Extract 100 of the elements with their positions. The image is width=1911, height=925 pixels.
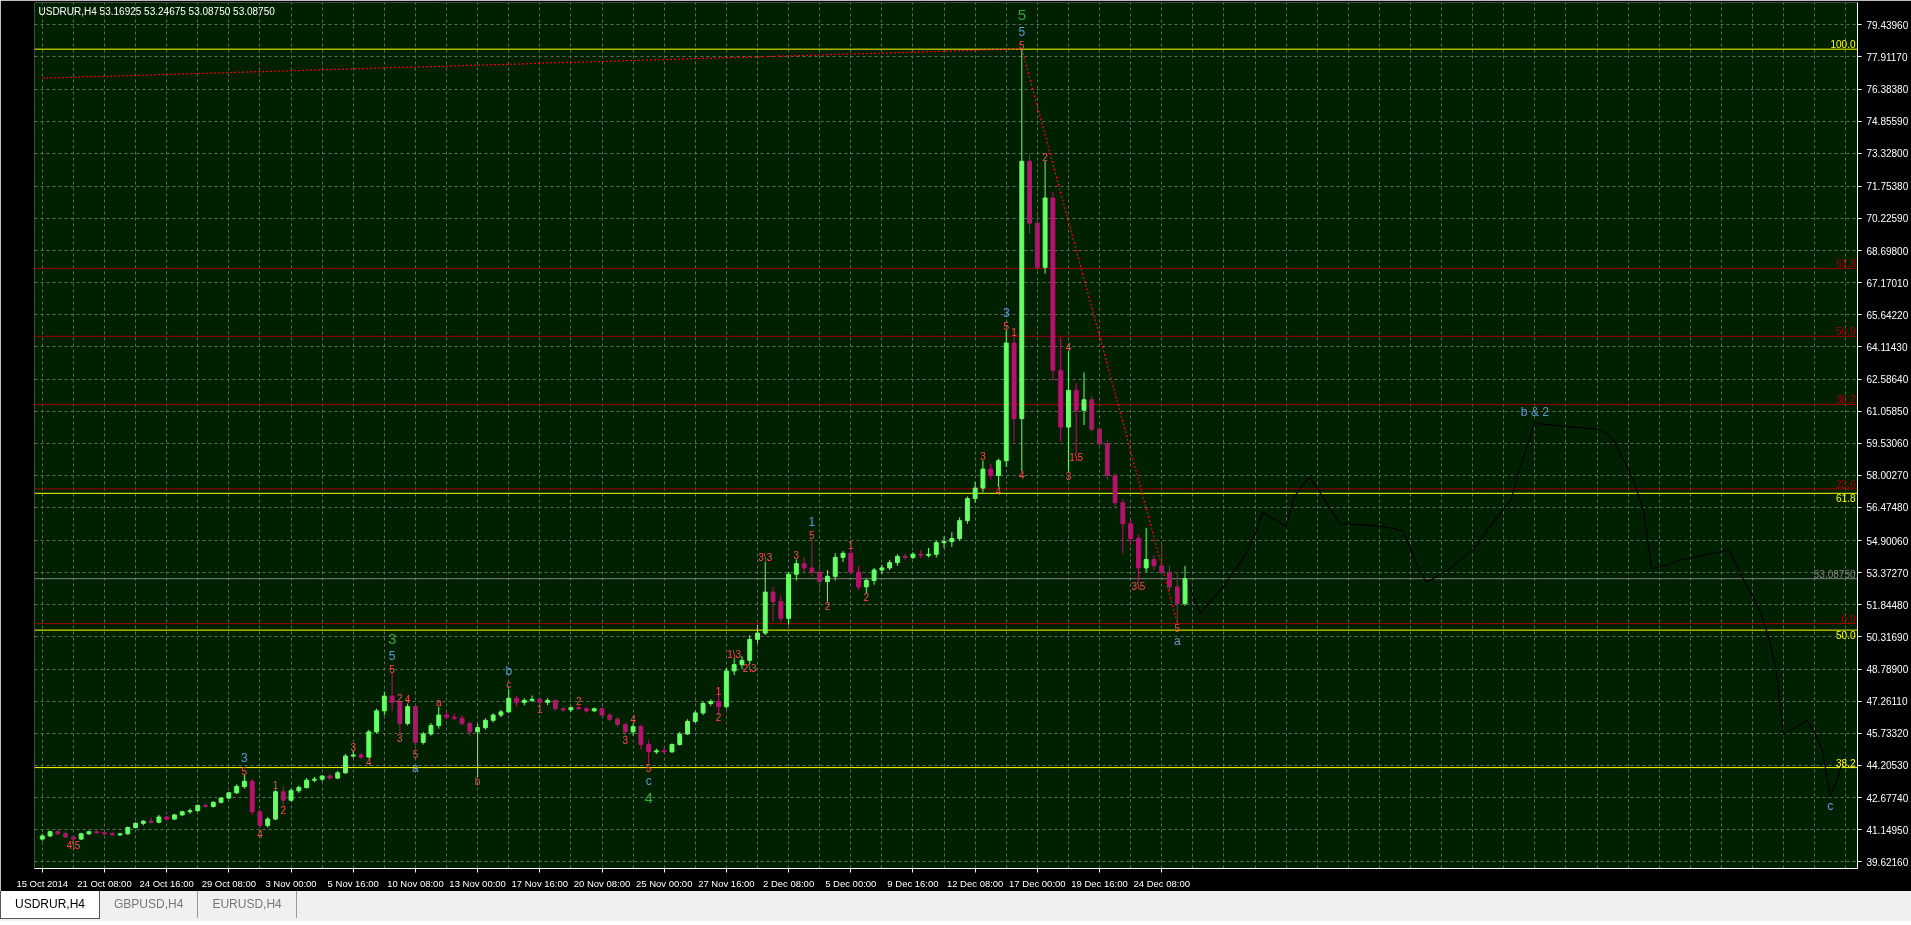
annotation: 3 [793, 550, 800, 562]
x-tick-label: 10 Nov 08:00 [387, 877, 444, 889]
x-tick-label: 27 Nov 16:00 [698, 877, 755, 889]
y-tick-label: 61.05850 [1866, 406, 1909, 418]
y-tick-label: 47.26110 [1866, 696, 1908, 708]
x-tick-label: 25 Nov 00:00 [635, 877, 693, 889]
annotation: 61.8 [1836, 258, 1856, 270]
annotation: 2 [824, 600, 831, 612]
annotation: 38.2 [1836, 394, 1856, 406]
x-tick-label: 24 Oct 16:00 [139, 877, 194, 889]
y-tick-label: 42.67740 [1866, 792, 1909, 804]
y-tick-label: 70.22590 [1866, 213, 1909, 225]
annotation: 5 [1174, 622, 1181, 634]
annotation: 5 [241, 765, 248, 777]
y-tick-label: 77.91170 [1866, 51, 1908, 63]
annotation: 4 [644, 788, 653, 806]
annotation: 38.2 [1836, 757, 1856, 769]
annotation: 1 [1011, 327, 1018, 339]
annotation: 2 [863, 592, 870, 604]
annotation: 3 [397, 733, 404, 745]
annotation: c [645, 774, 652, 789]
annotation: 3 [622, 735, 629, 747]
annotation: 1 [272, 780, 279, 792]
annotation: 4 [1065, 342, 1072, 354]
annotation: 3 [350, 741, 357, 753]
annotation: b [474, 775, 481, 787]
annotation: 1 [847, 539, 854, 551]
annotation: 1 [537, 703, 544, 715]
y-tick-label: 58.00270 [1866, 470, 1909, 482]
x-tick-label: 21 Oct 08:00 [77, 877, 132, 889]
annotation: 5 [388, 648, 396, 663]
annotation: 5 [1017, 5, 1026, 23]
x-tick-label: 29 Oct 08:00 [201, 877, 257, 889]
annotation: c [1827, 799, 1834, 814]
x-tick-label: 17 Nov 16:00 [511, 877, 569, 889]
y-tick-label: 44.20530 [1866, 760, 1909, 772]
annotation: 4 [404, 694, 411, 706]
annotation: b & 2 [1520, 404, 1550, 419]
annotation: 5 [1019, 39, 1026, 51]
annotation: 1 [808, 515, 816, 530]
annotation: 4\5 [66, 839, 81, 851]
x-tick-label: 3 Nov 00:00 [265, 877, 317, 889]
annotation: 23.6 [1836, 478, 1856, 490]
annotation: 0.0 [1841, 613, 1856, 625]
y-tick-label: 41.14950 [1866, 824, 1909, 836]
annotation: 3\5 [1131, 581, 1146, 593]
text: EURUSD,H4 [198, 891, 297, 919]
text: GBPUSD,H4 [100, 891, 199, 919]
x-tick-label: 20 Nov 08:00 [573, 877, 631, 889]
annotation: 61.8 [1836, 493, 1856, 505]
y-tick-label: 67.17010 [1866, 277, 1909, 289]
annotation: 4 [630, 714, 637, 726]
annotation: 2 [397, 693, 404, 705]
annotation: 5 [809, 530, 816, 542]
annotation: 2 [715, 712, 722, 724]
y-tick-label: 50.31690 [1866, 631, 1909, 643]
annotation: 100.0 [1830, 39, 1856, 51]
y-tick-label: 54.90060 [1866, 535, 1909, 547]
annotation: 5 [412, 748, 419, 760]
annotation: 1 [715, 685, 722, 697]
annotation: 5 [645, 762, 652, 774]
y-tick-label: 59.53060 [1866, 438, 1909, 450]
annotation: 3 [1065, 470, 1072, 482]
annotation: c [506, 679, 512, 691]
annotation: b [505, 663, 513, 678]
x-tick-label: 9 Dec 16:00 [887, 877, 939, 889]
x-tick-label: 5 Nov 16:00 [327, 877, 379, 889]
chart-title: USDRUR,H4 53.16925 53.24675 53.08750 53.08750 [38, 5, 276, 17]
y-tick-label: 76.38380 [1866, 84, 1909, 96]
y-tick-label: 53.37270 [1866, 567, 1909, 579]
y-tick-label: 45.73320 [1866, 728, 1909, 740]
x-tick-label: 5 Dec 00:00 [825, 877, 877, 889]
y-tick-label: 64.11430 [1866, 341, 1908, 353]
annotation: 50.0 [1836, 326, 1856, 338]
annotation: 4 [366, 757, 372, 769]
annotation: a [1173, 634, 1181, 649]
annotation: 3\3 [758, 551, 773, 563]
annotation: 2\3 [742, 663, 758, 675]
annotation: 5 [389, 663, 396, 675]
y-tick-label: 48.78900 [1866, 664, 1909, 676]
x-tick-label: 12 Dec 08:00 [946, 877, 1004, 889]
y-tick-label: 68.69800 [1866, 245, 1909, 257]
x-tick-label: 2 Dec 08:00 [762, 877, 815, 889]
x-tick-label: 24 Dec 08:00 [1133, 877, 1190, 889]
y-tick-label: 39.62160 [1866, 856, 1909, 868]
annotation: 1\5 [1069, 452, 1084, 464]
y-tick-label: 62.58640 [1866, 374, 1909, 386]
annotation: 3 [241, 750, 249, 765]
x-tick-label: 17 Dec 00:00 [1009, 877, 1066, 889]
y-tick-label: 74.85590 [1866, 116, 1909, 128]
annotation: 4 [1019, 470, 1026, 482]
annotation: a [435, 696, 442, 708]
x-tick-label: 19 Dec 16:00 [1071, 877, 1128, 889]
ref-line-label: 53.08750 [1813, 568, 1856, 580]
y-tick-label: 73.32800 [1866, 148, 1909, 160]
annotation: 2 [575, 696, 582, 708]
annotation: 4 [995, 486, 1002, 498]
annotation: 2 [280, 804, 287, 816]
x-tick-label: 15 Oct 2014 [16, 877, 69, 889]
annotation: 5 [1018, 24, 1026, 39]
